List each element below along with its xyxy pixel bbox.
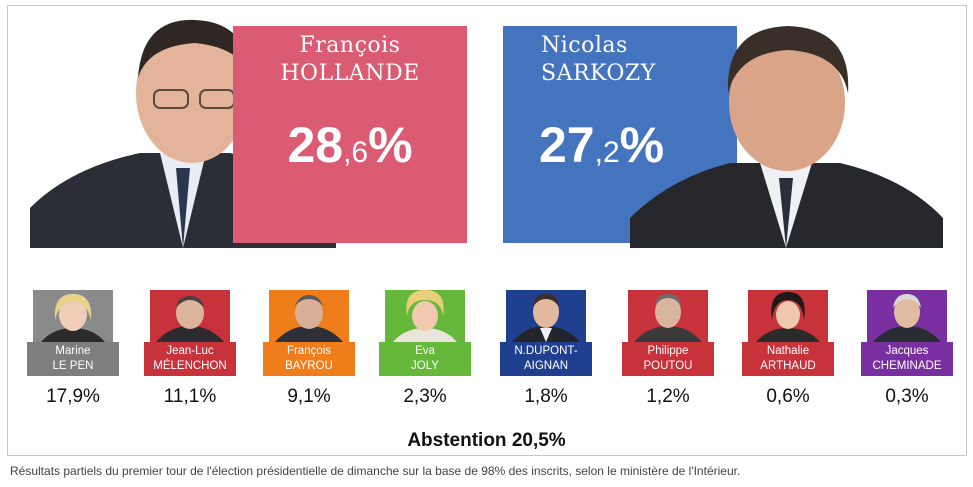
candidate-label: Jacques CHEMINADE	[861, 342, 953, 376]
melenchon-portrait-icon	[156, 296, 224, 342]
sarkozy-portrait-icon	[630, 26, 943, 248]
joly-portrait-icon	[393, 290, 457, 342]
candidate-photo	[748, 290, 828, 342]
leader-box-hollande: François HOLLANDE 28,6%	[233, 26, 467, 243]
lepen-portrait-icon	[41, 294, 105, 342]
candidate-photo	[150, 290, 230, 342]
abstention-line: Abstention 20,5%	[407, 430, 566, 451]
candidate-label: Philippe POUTOU	[622, 342, 714, 376]
sarkozy-photo	[630, 8, 943, 248]
poutou-portrait-icon	[634, 294, 702, 342]
dupont-aignan-portrait-icon	[512, 294, 580, 342]
candidate-score: 17,9%	[46, 386, 100, 407]
bayrou-portrait-icon	[275, 295, 343, 342]
arthaud-portrait-icon	[756, 292, 820, 342]
candidate-score: 1,2%	[646, 386, 690, 407]
candidate-label: N.DUPONT- AIGNAN	[500, 342, 592, 376]
leader-score: 27,2%	[539, 117, 665, 173]
cheminade-portrait-icon	[873, 294, 941, 342]
leader-score: 28,6%	[287, 117, 413, 173]
candidate-photo	[385, 290, 465, 342]
caption: Résultats partiels du premier tour de l'…	[10, 464, 741, 478]
candidate-photo	[867, 290, 947, 342]
candidate-label: Jean-Luc MÉLENCHON	[144, 342, 236, 376]
candidate-photo	[628, 290, 708, 342]
leader-name: François HOLLANDE	[280, 33, 420, 86]
candidate-label: Marine LE PEN	[27, 342, 119, 376]
candidate-photo	[506, 290, 586, 342]
candidate-score: 1,8%	[524, 386, 568, 407]
candidate-label: Eva JOLY	[379, 342, 471, 376]
candidate-label: Nathalie ARTHAUD	[742, 342, 834, 376]
candidate-photo	[33, 290, 113, 342]
candidate-label: François BAYROU	[263, 342, 355, 376]
candidate-score: 11,1%	[163, 386, 217, 407]
candidate-score: 9,1%	[287, 386, 331, 407]
candidate-score: 0,6%	[766, 386, 810, 407]
leader-name: Nicolas SARKOZY	[541, 33, 656, 86]
candidate-photo	[269, 290, 349, 342]
candidate-score: 2,3%	[403, 386, 447, 407]
leader-box-sarkozy: Nicolas SARKOZY 27,2%	[503, 26, 737, 243]
candidate-score: 0,3%	[885, 386, 929, 407]
